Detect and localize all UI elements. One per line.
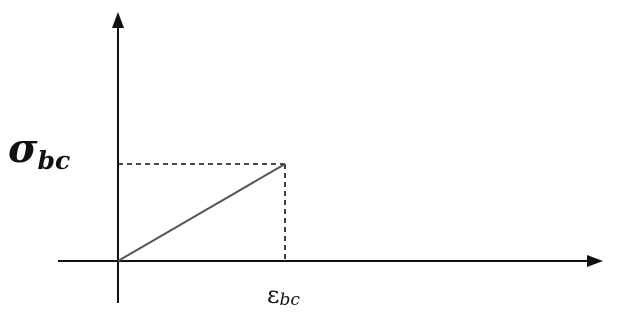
sigma-symbol: σ (8, 125, 38, 172)
epsilon-subscript: bc (279, 290, 300, 310)
y-axis-arrowhead (112, 12, 124, 28)
stress-strain-line (117, 163, 286, 262)
sigma-subscript: bc (38, 146, 71, 175)
y-tick-label-sigma-bc: σbc (8, 125, 70, 175)
x-tick-label-epsilon-bc: εbc (267, 281, 300, 310)
epsilon-symbol: ε (267, 281, 279, 309)
x-axis-arrowhead (587, 255, 603, 267)
